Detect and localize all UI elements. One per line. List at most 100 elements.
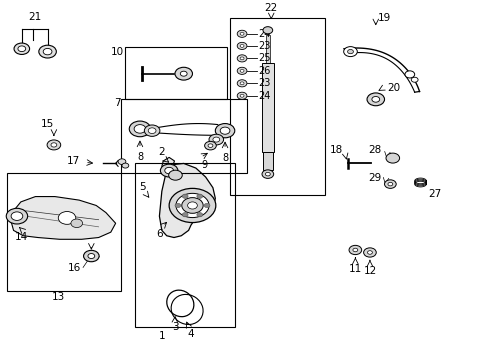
Text: 19: 19 bbox=[377, 13, 390, 23]
Circle shape bbox=[14, 43, 30, 54]
Text: 17: 17 bbox=[67, 156, 80, 166]
Circle shape bbox=[175, 67, 192, 80]
Circle shape bbox=[367, 251, 372, 254]
Polygon shape bbox=[159, 163, 215, 238]
Circle shape bbox=[160, 164, 178, 177]
Circle shape bbox=[240, 82, 244, 85]
Bar bbox=[229, 18, 324, 195]
Text: 8: 8 bbox=[222, 153, 227, 163]
Circle shape bbox=[343, 47, 357, 57]
Text: 18: 18 bbox=[329, 145, 343, 155]
Text: 13: 13 bbox=[52, 292, 65, 302]
Circle shape bbox=[237, 42, 246, 49]
Circle shape bbox=[265, 172, 270, 176]
Circle shape bbox=[263, 27, 272, 34]
Bar bbox=[120, 99, 246, 174]
Circle shape bbox=[51, 143, 57, 147]
Circle shape bbox=[366, 93, 384, 106]
Text: 22: 22 bbox=[264, 3, 277, 13]
Circle shape bbox=[58, 212, 76, 224]
Circle shape bbox=[182, 213, 188, 217]
Circle shape bbox=[182, 198, 203, 213]
Circle shape bbox=[83, 250, 99, 262]
Bar bbox=[125, 47, 227, 99]
Circle shape bbox=[207, 144, 212, 147]
Circle shape bbox=[118, 159, 125, 165]
Text: 24: 24 bbox=[258, 91, 270, 101]
Text: 14: 14 bbox=[15, 232, 28, 242]
Circle shape bbox=[11, 212, 23, 220]
Circle shape bbox=[197, 213, 202, 217]
Text: 21: 21 bbox=[28, 12, 41, 22]
Circle shape bbox=[71, 219, 82, 228]
Circle shape bbox=[387, 182, 392, 186]
Circle shape bbox=[385, 153, 399, 163]
Circle shape bbox=[347, 49, 353, 54]
Circle shape bbox=[371, 96, 379, 102]
Circle shape bbox=[237, 80, 246, 87]
Circle shape bbox=[348, 246, 361, 255]
Text: 5: 5 bbox=[139, 182, 145, 192]
Circle shape bbox=[237, 92, 246, 99]
Circle shape bbox=[129, 121, 150, 137]
Circle shape bbox=[240, 57, 244, 60]
Text: 23: 23 bbox=[258, 78, 270, 88]
Circle shape bbox=[410, 77, 417, 82]
Circle shape bbox=[215, 123, 234, 138]
Circle shape bbox=[169, 188, 215, 222]
Circle shape bbox=[47, 140, 61, 150]
Text: 12: 12 bbox=[363, 266, 376, 276]
Text: 20: 20 bbox=[386, 83, 399, 93]
Circle shape bbox=[203, 203, 209, 208]
Text: 15: 15 bbox=[41, 119, 54, 129]
Circle shape bbox=[43, 48, 52, 55]
Circle shape bbox=[237, 30, 246, 37]
Circle shape bbox=[220, 127, 229, 134]
Text: 24: 24 bbox=[258, 29, 270, 39]
Circle shape bbox=[363, 248, 375, 257]
Text: 4: 4 bbox=[187, 329, 194, 339]
Circle shape bbox=[240, 69, 244, 72]
Text: 25: 25 bbox=[258, 53, 270, 63]
Text: 10: 10 bbox=[111, 47, 124, 57]
Bar bbox=[261, 63, 274, 152]
Text: 26: 26 bbox=[258, 66, 270, 76]
Bar bbox=[265, 35, 269, 63]
Circle shape bbox=[240, 32, 244, 35]
Circle shape bbox=[204, 141, 216, 150]
Circle shape bbox=[18, 46, 26, 51]
Text: 7: 7 bbox=[114, 98, 120, 108]
Text: 11: 11 bbox=[348, 264, 361, 274]
Circle shape bbox=[240, 94, 244, 97]
Text: 16: 16 bbox=[67, 263, 81, 273]
Bar bbox=[135, 163, 234, 327]
Circle shape bbox=[88, 253, 95, 258]
Circle shape bbox=[39, 45, 56, 58]
Circle shape bbox=[144, 125, 160, 136]
Bar bbox=[7, 174, 120, 291]
Circle shape bbox=[6, 208, 28, 224]
Text: 3: 3 bbox=[172, 322, 179, 332]
Circle shape bbox=[262, 170, 273, 179]
Circle shape bbox=[122, 163, 128, 168]
Polygon shape bbox=[162, 157, 174, 170]
Text: 9: 9 bbox=[201, 160, 207, 170]
Circle shape bbox=[187, 202, 197, 209]
Polygon shape bbox=[11, 197, 116, 239]
Circle shape bbox=[176, 193, 208, 217]
Circle shape bbox=[134, 125, 145, 133]
Circle shape bbox=[164, 167, 173, 174]
Circle shape bbox=[237, 67, 246, 75]
Text: 29: 29 bbox=[367, 172, 381, 183]
Text: 23: 23 bbox=[258, 41, 270, 51]
Circle shape bbox=[148, 128, 156, 134]
Text: 1: 1 bbox=[158, 331, 165, 341]
Circle shape bbox=[197, 194, 202, 198]
Circle shape bbox=[237, 55, 246, 62]
Circle shape bbox=[180, 71, 187, 76]
Circle shape bbox=[384, 180, 395, 188]
Circle shape bbox=[208, 134, 223, 145]
Circle shape bbox=[352, 248, 357, 252]
Circle shape bbox=[182, 194, 188, 198]
Circle shape bbox=[404, 71, 414, 78]
